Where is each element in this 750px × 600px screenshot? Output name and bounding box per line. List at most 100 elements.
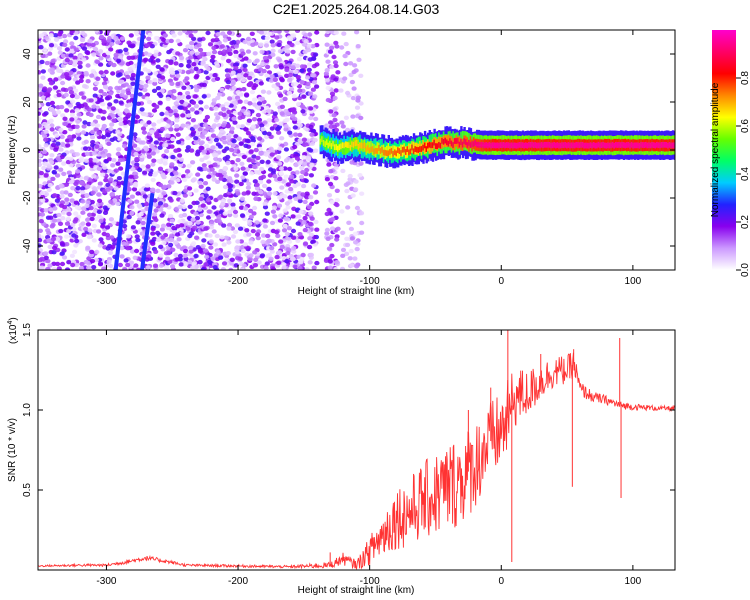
spectrogram-cell — [339, 209, 345, 214]
spectrogram-cell — [170, 247, 176, 252]
spectrogram-cell — [262, 55, 268, 61]
spectrogram-cell — [351, 86, 357, 91]
spectrogram-cell — [126, 90, 132, 96]
spectrogram-cell — [106, 157, 112, 162]
spectrogram-cell — [129, 205, 135, 210]
spectrogram-cell — [95, 123, 101, 128]
spectrogram-cell — [69, 112, 75, 118]
spectrogram-cell — [157, 201, 164, 206]
spectrogram-cell — [283, 216, 289, 221]
spectrogram-track-cell — [419, 146, 422, 153]
spectrogram-cell — [185, 109, 191, 115]
spectrogram-cell — [287, 36, 294, 42]
spectrogram-cell — [295, 63, 301, 68]
spectrogram-cell — [39, 265, 45, 270]
spectrogram-cell — [338, 88, 344, 93]
spectrogram-cell — [161, 240, 167, 246]
spectrogram-cell — [58, 183, 64, 188]
spectrogram-cell — [303, 39, 309, 44]
spectrogram-cell — [247, 82, 253, 88]
spectrogram-cell — [69, 49, 75, 54]
spectrogram-cell — [326, 193, 333, 198]
spectrogram-cell — [284, 201, 290, 206]
spectrogram-cell — [142, 170, 148, 175]
spectrogram-cell — [149, 129, 155, 134]
spectrogram-cell — [43, 192, 50, 197]
spectrogram-cell — [203, 104, 209, 110]
spectrogram-cell — [66, 228, 72, 234]
spectrogram-cell — [313, 116, 319, 122]
spectrogram-track-cell — [447, 134, 450, 147]
spectrogram-cell — [250, 124, 256, 129]
spectrogram-cell — [94, 30, 100, 33]
spectrogram-cell — [170, 264, 176, 269]
spectrogram-cell — [235, 39, 241, 45]
spectrogram-cell — [91, 174, 97, 179]
spectrogram-cell — [52, 206, 58, 211]
spectrogram-cell — [227, 96, 233, 101]
spectrogram-cell — [152, 78, 158, 83]
spectrogram-cell — [292, 144, 298, 150]
spectrogram-cell — [159, 213, 165, 218]
spectrogram-cell — [254, 182, 260, 188]
spectrogram-cell — [155, 64, 161, 70]
spectrogram-cell — [151, 158, 157, 163]
spectrogram-cell — [297, 88, 303, 93]
spectrogram-cell — [358, 161, 364, 166]
spectrogram-cell — [248, 171, 255, 176]
spectrogram-cell — [252, 250, 258, 255]
spectrogram-cell — [78, 54, 84, 59]
spectrogram-cell — [253, 196, 259, 201]
spectrogram-cell — [133, 263, 139, 268]
x-tick-label: 100 — [625, 576, 642, 587]
spectrogram-cell — [192, 225, 198, 230]
spectrogram-track-cell — [428, 141, 431, 154]
spectrogram-cell — [153, 71, 159, 76]
spectrogram-y-label: Frequency (Hz) — [7, 116, 18, 185]
spectrogram-cell — [138, 84, 144, 89]
spectrogram-cell — [335, 70, 341, 75]
spectrogram-cell — [245, 131, 251, 136]
spectrogram-cell — [243, 99, 249, 105]
spectrogram-cell — [276, 155, 282, 160]
spectrogram-cell — [108, 263, 114, 269]
colorbar-tick-label: 0.4 — [740, 167, 750, 181]
spectrogram-cell — [85, 63, 91, 68]
spectrogram-cell — [302, 227, 308, 233]
spectrogram-cell — [358, 73, 364, 79]
spectrogram-cell — [55, 261, 61, 267]
spectrogram-cell — [117, 85, 123, 91]
spectrogram-cell — [38, 219, 45, 224]
spectrogram-cell — [274, 254, 280, 260]
spectrogram-cell — [38, 111, 41, 116]
spectrogram-cell — [227, 187, 233, 193]
spectrogram-cell — [190, 118, 196, 123]
spectrogram-cell — [284, 30, 290, 33]
spectrogram-cell — [243, 73, 249, 78]
spectrogram-cell — [38, 250, 41, 255]
spectrogram-cell — [164, 149, 170, 154]
spectrogram-cell — [64, 108, 70, 113]
spectrogram-cell — [96, 209, 102, 214]
spectrogram-cell — [301, 220, 307, 225]
spectrogram-track-cell — [327, 136, 330, 149]
spectrogram-cell — [52, 193, 58, 198]
spectrogram-cell — [185, 91, 191, 96]
spectrogram-track-cell — [425, 146, 428, 152]
spectrogram-cell — [38, 158, 42, 164]
spectrogram-cell — [43, 111, 49, 116]
spectrogram-track-cell — [427, 142, 430, 149]
spectrogram-track-cell — [338, 144, 341, 151]
spectrogram-cell — [90, 42, 96, 48]
spectrogram-cell — [264, 73, 270, 78]
spectrogram-cell — [43, 143, 49, 148]
spectrogram-cell — [78, 78, 84, 84]
spectrogram-cell — [104, 96, 110, 101]
spectrogram-cell — [297, 161, 303, 166]
spectrogram-cell — [309, 162, 315, 168]
spectrogram-cell — [43, 255, 49, 260]
spectrogram-cell — [74, 124, 80, 129]
spectrogram-cell — [191, 200, 197, 206]
spectrogram-cell — [221, 112, 227, 118]
spectrogram-cell — [308, 173, 314, 178]
